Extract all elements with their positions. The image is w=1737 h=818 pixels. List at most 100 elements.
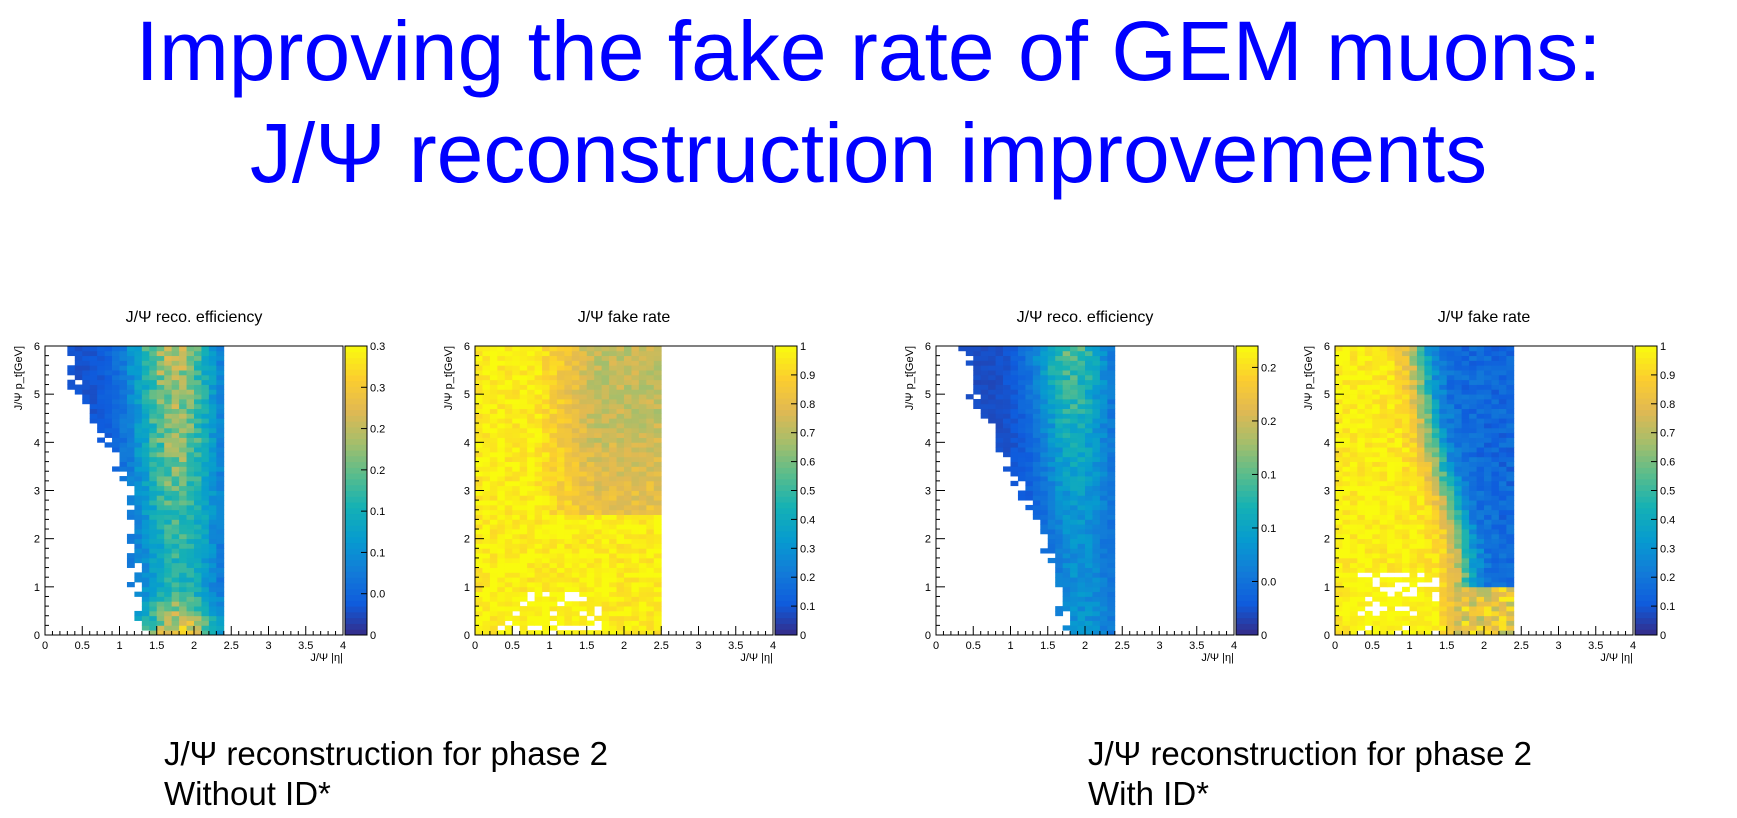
heatmap-bin bbox=[186, 408, 195, 414]
heatmap-bin bbox=[1402, 567, 1410, 573]
heatmap-bin bbox=[995, 437, 1004, 443]
heatmap-bin bbox=[958, 346, 967, 352]
heatmap-bin bbox=[141, 370, 150, 376]
heatmap-bin bbox=[1099, 548, 1108, 554]
heatmap-bin bbox=[564, 379, 573, 385]
heatmap-bin bbox=[186, 620, 195, 626]
heatmap-bin bbox=[1476, 466, 1485, 472]
heatmap-bin bbox=[171, 442, 180, 448]
heatmap-bin bbox=[631, 451, 640, 458]
heatmap-bin bbox=[980, 413, 989, 419]
heatmap-bin bbox=[534, 601, 543, 607]
color-bar-step bbox=[345, 455, 367, 463]
heatmap-bin bbox=[1424, 384, 1433, 390]
heatmap-bin bbox=[534, 437, 543, 443]
heatmap-bin bbox=[1372, 504, 1381, 511]
heatmap-bin bbox=[1409, 442, 1418, 448]
heatmap-bin bbox=[973, 403, 982, 410]
heatmap-bin bbox=[1439, 423, 1448, 429]
heatmap-bin bbox=[1402, 500, 1410, 506]
heatmap-bin bbox=[571, 543, 580, 549]
heatmap-bin bbox=[134, 485, 143, 491]
heatmap-bin bbox=[1416, 543, 1425, 549]
heatmap-bin bbox=[1498, 418, 1507, 424]
heatmap-bin bbox=[1469, 394, 1477, 400]
heatmap-bin bbox=[171, 384, 180, 390]
heatmap-bin bbox=[624, 601, 632, 607]
heatmap-bin bbox=[1107, 355, 1116, 361]
heatmap-bin bbox=[164, 466, 173, 472]
heatmap-bin bbox=[571, 471, 580, 477]
heatmap-bin bbox=[609, 630, 617, 636]
heatmap-bin bbox=[1387, 533, 1395, 540]
heatmap-bin bbox=[1439, 355, 1448, 361]
heatmap-bin bbox=[126, 557, 135, 564]
heatmap-bin bbox=[973, 350, 982, 357]
y-tick-label: 3 bbox=[925, 486, 931, 498]
heatmap-bin bbox=[119, 423, 128, 429]
heatmap-bin bbox=[579, 360, 588, 366]
heatmap-bin bbox=[609, 553, 617, 559]
heatmap-bin bbox=[1372, 562, 1381, 568]
heatmap-bin bbox=[216, 466, 225, 472]
heatmap-bin bbox=[556, 514, 565, 520]
heatmap-bin bbox=[1357, 423, 1366, 429]
heatmap-bin bbox=[475, 384, 483, 390]
heatmap-bin bbox=[646, 504, 655, 511]
heatmap-bin bbox=[504, 625, 513, 631]
heatmap-bin bbox=[1357, 413, 1366, 419]
color-bar: 00.00.10.10.20.2 bbox=[1235, 345, 1276, 642]
heatmap-bin bbox=[1498, 567, 1507, 573]
heatmap-bin bbox=[475, 610, 483, 617]
heatmap-bin bbox=[1092, 370, 1101, 376]
heatmap-bin bbox=[1498, 437, 1507, 443]
heatmap-bin bbox=[1070, 591, 1078, 597]
heatmap-bin bbox=[164, 553, 173, 559]
heatmap-bin bbox=[512, 403, 521, 410]
heatmap-bin bbox=[594, 557, 603, 564]
heatmap-bin bbox=[1484, 582, 1492, 588]
heatmap-bin bbox=[1070, 562, 1078, 568]
heatmap-bin bbox=[1364, 601, 1373, 607]
heatmap-bin bbox=[1461, 596, 1470, 602]
heatmap-bin bbox=[1003, 413, 1011, 419]
heatmap-bin bbox=[1010, 403, 1019, 410]
heatmap-bin bbox=[1431, 355, 1440, 361]
heatmap-bin bbox=[519, 451, 528, 458]
heatmap-bin bbox=[1446, 519, 1455, 525]
heatmap-bin bbox=[208, 538, 217, 544]
heatmap-bin bbox=[519, 557, 528, 564]
heatmap-bin bbox=[624, 408, 632, 414]
heatmap-bin bbox=[1446, 567, 1455, 573]
heatmap-bin bbox=[1498, 519, 1507, 525]
heatmap-bin bbox=[1335, 413, 1343, 419]
heatmap-bin bbox=[1498, 543, 1507, 549]
heatmap-bin bbox=[1491, 442, 1500, 448]
heatmap-bin bbox=[201, 442, 210, 448]
heatmap-bin bbox=[1099, 456, 1108, 462]
heatmap-bin bbox=[601, 533, 610, 540]
heatmap-bin bbox=[482, 577, 491, 583]
heatmap-bin bbox=[1335, 427, 1343, 434]
heatmap-bin bbox=[519, 413, 528, 419]
heatmap-bin bbox=[1335, 504, 1343, 511]
heatmap-bin bbox=[527, 562, 535, 568]
heatmap-bin bbox=[995, 398, 1004, 405]
heatmap-bin bbox=[156, 346, 165, 352]
heatmap-bin bbox=[1402, 360, 1410, 366]
color-bar-step bbox=[345, 559, 367, 567]
heatmap-bin bbox=[988, 394, 996, 400]
heatmap-bin bbox=[126, 418, 135, 424]
heatmap-bin bbox=[1394, 596, 1403, 602]
heatmap-bin bbox=[171, 413, 180, 419]
heatmap-bin bbox=[141, 355, 150, 361]
heatmap-bin bbox=[1476, 423, 1485, 429]
heatmap-bin bbox=[1003, 427, 1011, 434]
heatmap-bin bbox=[609, 437, 617, 443]
heatmap-bin bbox=[1476, 355, 1485, 361]
heatmap-bin bbox=[156, 553, 165, 559]
heatmap-bin bbox=[1491, 403, 1500, 410]
heatmap-bin bbox=[1402, 529, 1410, 535]
heatmap-bin bbox=[482, 538, 491, 544]
